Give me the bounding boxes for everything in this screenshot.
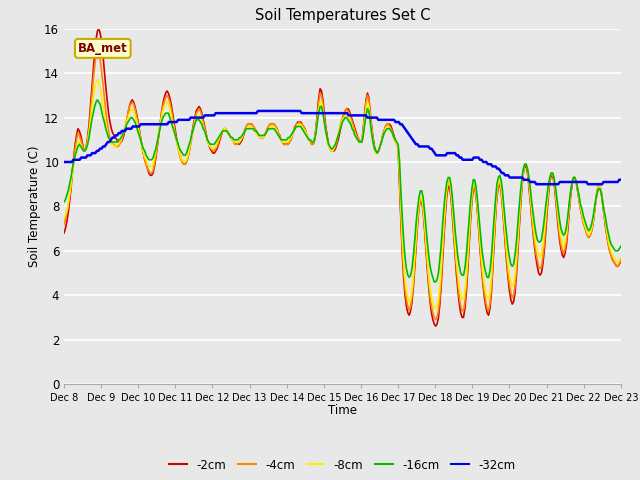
Y-axis label: Soil Temperature (C): Soil Temperature (C) — [28, 145, 42, 267]
Text: BA_met: BA_met — [78, 42, 127, 55]
Legend: -2cm, -4cm, -8cm, -16cm, -32cm: -2cm, -4cm, -8cm, -16cm, -32cm — [164, 454, 520, 476]
X-axis label: Time: Time — [328, 405, 357, 418]
Title: Soil Temperatures Set C: Soil Temperatures Set C — [255, 9, 430, 24]
